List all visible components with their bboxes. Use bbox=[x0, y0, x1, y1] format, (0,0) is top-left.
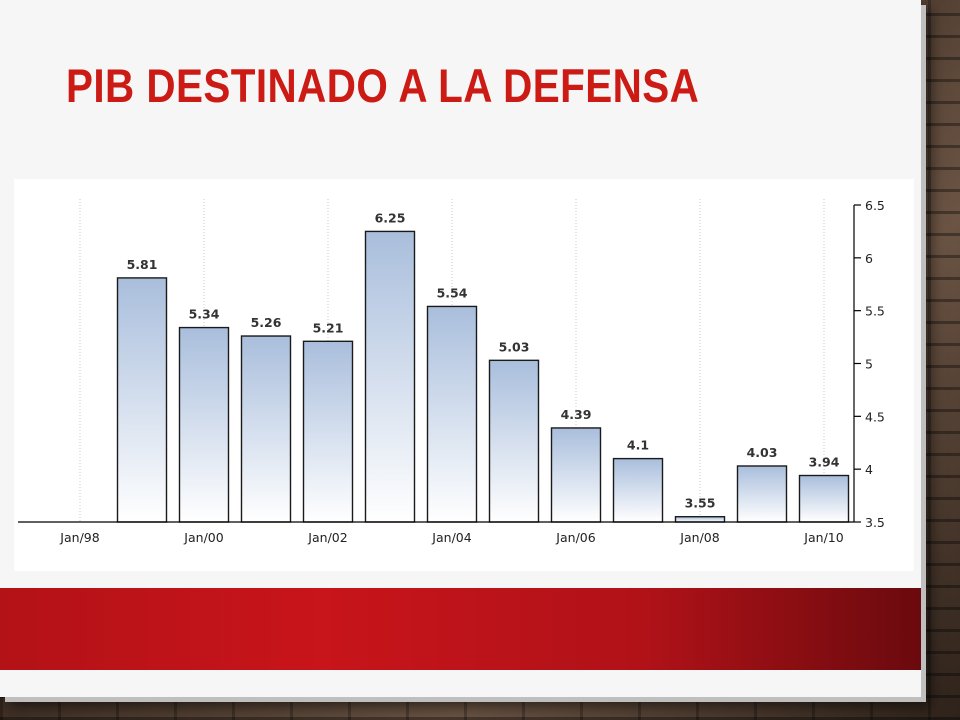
value-label-2002: 5.21 bbox=[313, 320, 344, 335]
value-label-2010: 3.94 bbox=[809, 455, 840, 470]
value-label-2009: 4.03 bbox=[747, 445, 778, 460]
x-tick-label: Jan/10 bbox=[803, 530, 843, 545]
bars bbox=[116, 230, 850, 523]
x-tick-label: Jan/98 bbox=[59, 530, 99, 545]
bar-2003 bbox=[364, 230, 416, 523]
slide: PIB DESTINADO A LA DEFENSA 5.81 5.34 5.26 5… bbox=[0, 59, 921, 670]
bar-2004 bbox=[426, 305, 478, 523]
x-tick-label: Jan/04 bbox=[431, 530, 471, 545]
bar-1999 bbox=[116, 277, 168, 523]
y-tick-label: 5 bbox=[865, 357, 873, 372]
value-label-2007: 4.1 bbox=[627, 438, 649, 453]
y-tick-label: 5.5 bbox=[865, 304, 885, 319]
bar-2000 bbox=[178, 326, 230, 523]
data-labels: 5.81 5.34 5.26 5.21 6.25 5.54 5.03 4.39 4.1 3.55 4… bbox=[127, 210, 840, 510]
y-tick-label: 3.5 bbox=[865, 515, 885, 530]
bar-2005 bbox=[488, 359, 540, 523]
value-label-1999: 5.81 bbox=[127, 257, 158, 272]
y-tick-label: 6 bbox=[865, 251, 873, 266]
value-label-2005: 5.03 bbox=[499, 339, 530, 354]
chart-container: 5.81 5.34 5.26 5.21 6.25 5.54 5.03 4.39 4.1 3.55 4… bbox=[14, 179, 914, 571]
value-label-2001: 5.26 bbox=[251, 315, 282, 330]
axes: Jan/98 Jan/00 Jan/02 Jan/04 Jan/06 Jan/08 Jan/… bbox=[18, 198, 885, 545]
y-tick-label: 4.5 bbox=[865, 409, 885, 424]
value-label-2008: 3.55 bbox=[685, 496, 716, 511]
bar-2007 bbox=[612, 457, 664, 523]
value-label-2003: 6.25 bbox=[375, 210, 406, 225]
bar-2009 bbox=[736, 465, 788, 523]
x-tick-label: Jan/06 bbox=[555, 530, 595, 545]
footer-band bbox=[0, 588, 921, 670]
defense-gdp-bar-chart: 5.815.345.26 5.216.255.545.034.394.13.554… bbox=[18, 198, 885, 545]
bar-2006 bbox=[550, 427, 602, 523]
value-label-2000: 5.34 bbox=[189, 307, 220, 322]
bar-2008 bbox=[674, 516, 726, 523]
bar-2010 bbox=[798, 474, 850, 523]
y-tick-label: 6.5 bbox=[865, 198, 885, 213]
x-tick-label: Jan/08 bbox=[679, 530, 719, 545]
x-tick-label: Jan/00 bbox=[183, 530, 223, 545]
value-label-2004: 5.54 bbox=[437, 285, 468, 300]
bar-2001 bbox=[240, 335, 292, 523]
value-label-2006: 4.39 bbox=[561, 407, 592, 422]
x-tick-label: Jan/02 bbox=[307, 530, 347, 545]
bar-2002 bbox=[302, 340, 354, 523]
slide-title: PIB DESTINADO A LA DEFENSA bbox=[66, 59, 700, 112]
y-tick-label: 4 bbox=[865, 462, 873, 477]
